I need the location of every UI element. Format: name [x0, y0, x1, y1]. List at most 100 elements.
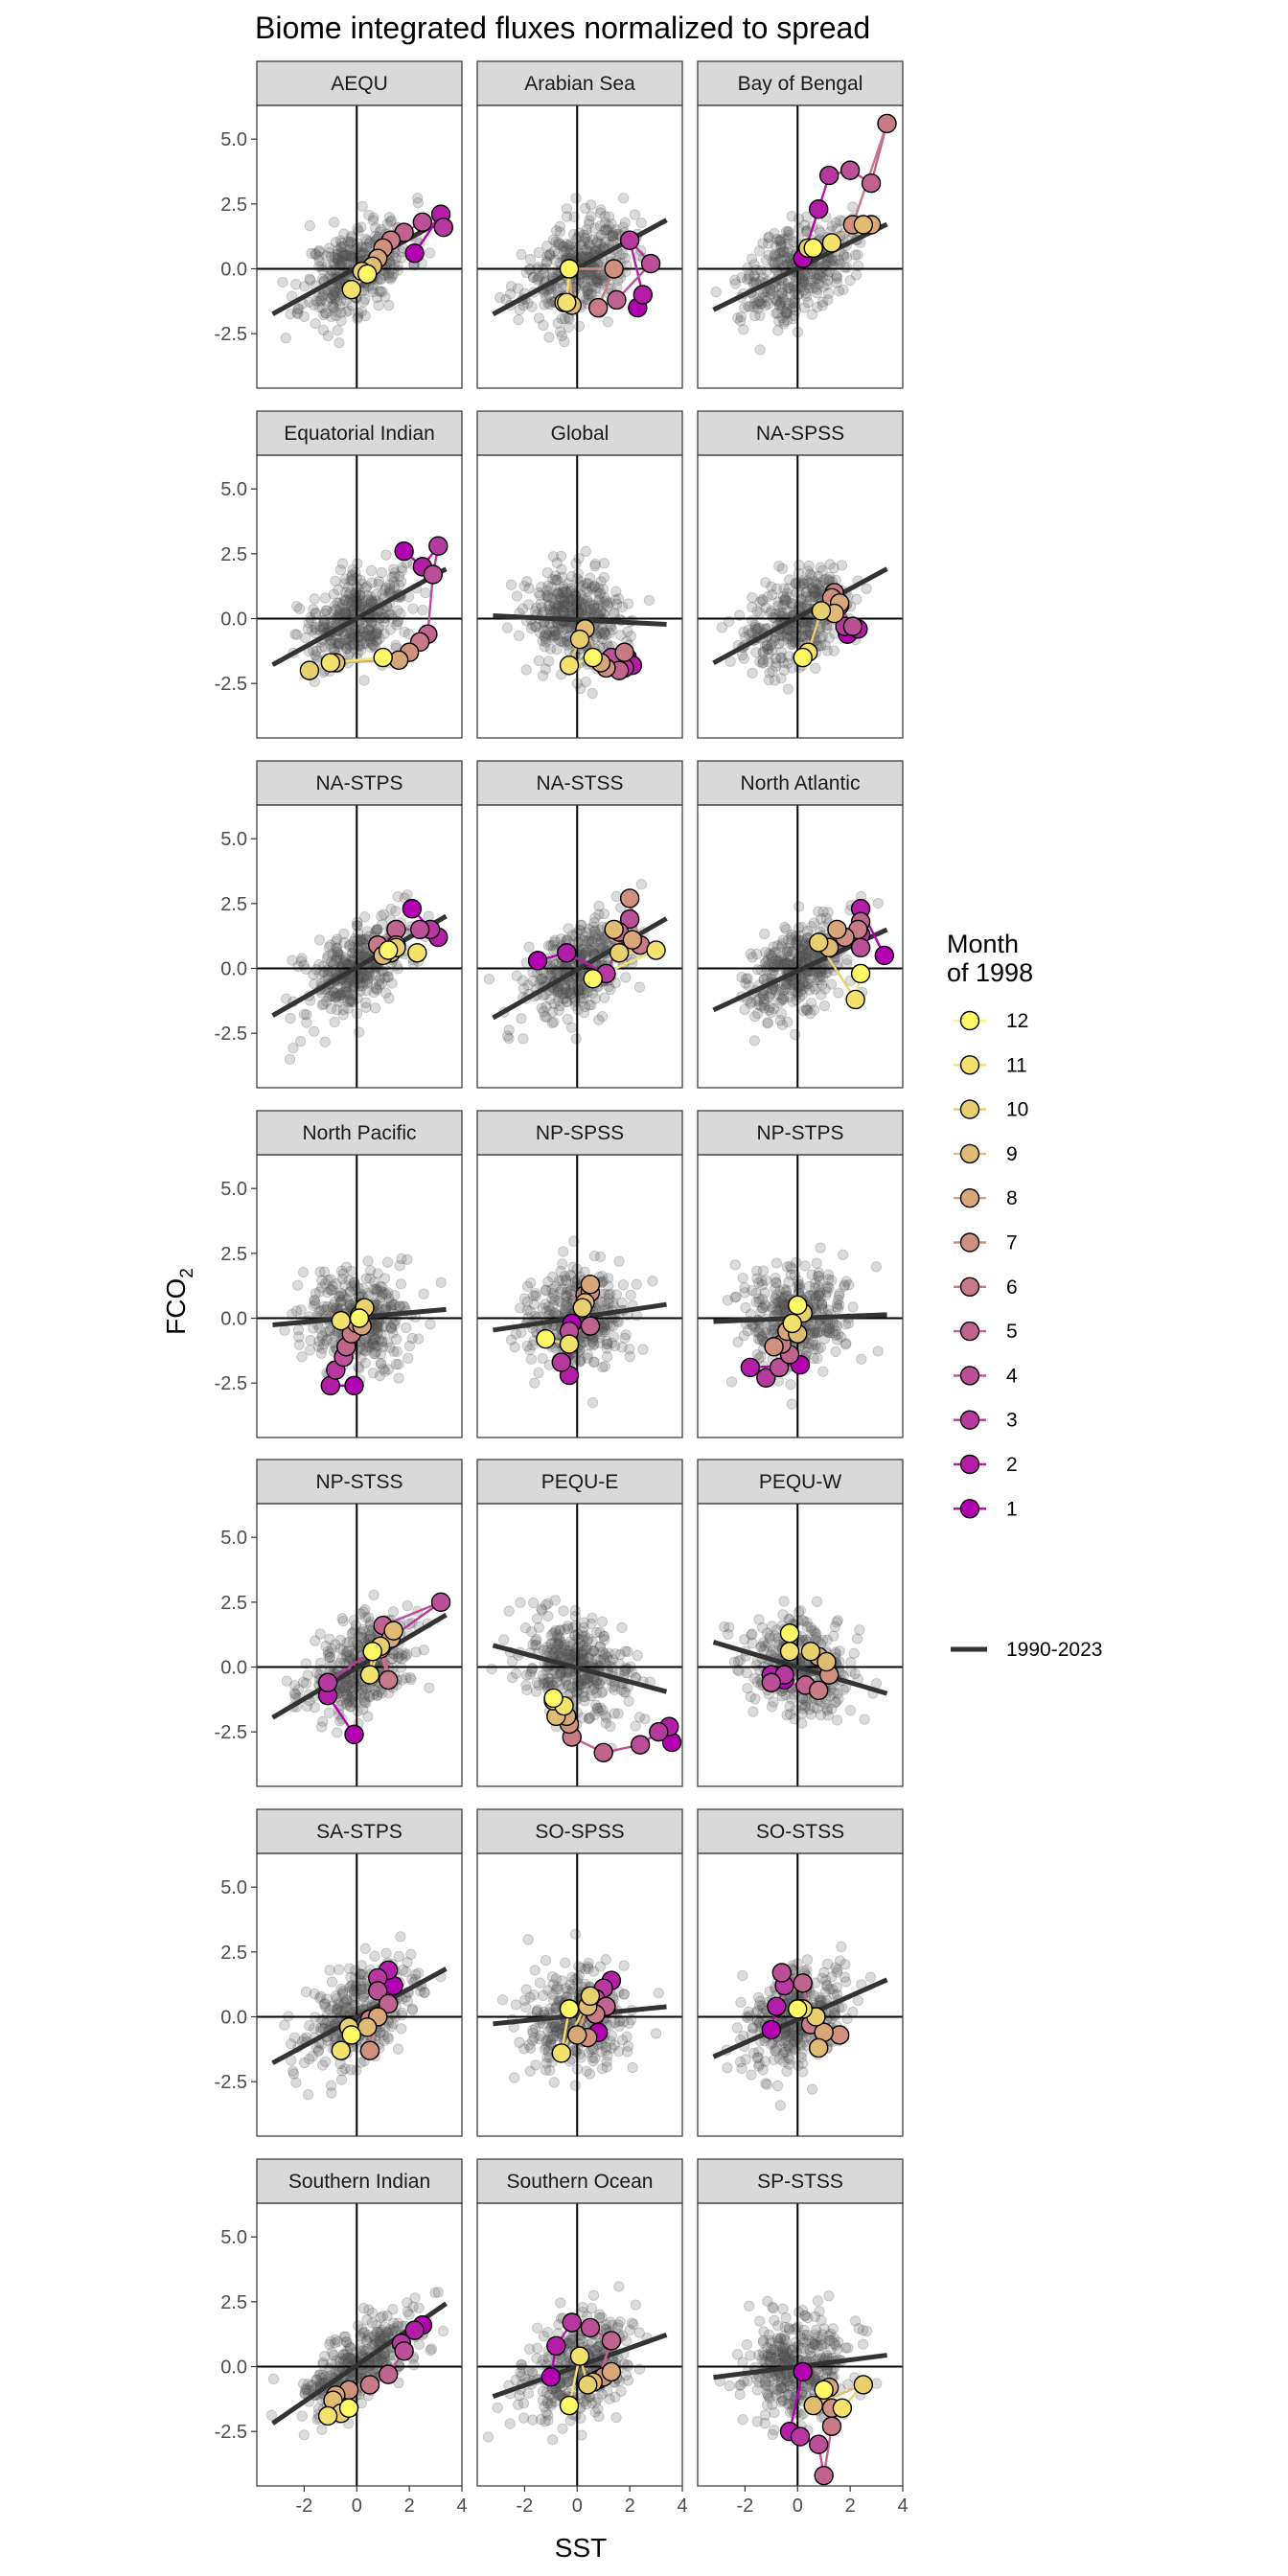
background-point	[310, 652, 323, 663]
background-point	[329, 287, 340, 298]
background-point	[374, 632, 385, 644]
background-point	[325, 990, 336, 1001]
background-point	[586, 274, 597, 286]
background-point	[749, 297, 761, 310]
background-point	[589, 276, 601, 288]
background-point	[775, 236, 787, 247]
background-point	[365, 636, 377, 648]
background-point	[293, 303, 305, 314]
background-point	[722, 1295, 734, 1306]
background-point	[336, 1294, 348, 1306]
background-point	[555, 1265, 566, 1277]
background-point	[784, 991, 795, 1002]
background-point	[330, 992, 341, 1003]
background-point	[385, 215, 398, 226]
background-point	[338, 928, 350, 940]
background-point	[313, 301, 325, 313]
background-point	[810, 1325, 821, 1337]
background-point	[602, 1338, 613, 1350]
month-point	[788, 1295, 808, 1316]
background-point	[764, 948, 775, 959]
background-point	[301, 1017, 312, 1028]
background-point	[317, 614, 329, 626]
background-point	[494, 292, 506, 304]
background-point	[811, 284, 823, 295]
background-point	[807, 283, 818, 294]
background-point	[308, 1300, 319, 1312]
background-point	[757, 990, 769, 1001]
background-point	[778, 631, 790, 642]
background-point	[786, 929, 797, 941]
background-point	[423, 910, 434, 922]
background-point	[816, 1299, 828, 1310]
background-point	[759, 300, 771, 311]
panel-border	[476, 1154, 683, 1438]
background-point	[570, 589, 582, 601]
background-point	[756, 1279, 769, 1291]
background-point	[587, 1340, 599, 1351]
background-point	[586, 935, 597, 947]
background-point	[755, 1351, 767, 1363]
background-point	[768, 941, 779, 953]
background-point	[564, 989, 576, 1000]
background-point	[342, 958, 355, 970]
background-point	[291, 307, 303, 318]
background-point	[542, 589, 554, 601]
background-point	[762, 640, 773, 652]
background-point	[586, 199, 597, 211]
background-point	[751, 949, 763, 960]
background-point	[782, 288, 794, 300]
background-point	[359, 233, 372, 244]
background-point	[364, 1273, 376, 1284]
background-point	[784, 954, 795, 967]
background-point	[366, 577, 378, 588]
background-point	[322, 953, 334, 964]
background-point	[315, 642, 328, 654]
background-point	[754, 344, 766, 356]
month-point	[557, 292, 577, 312]
background-point	[329, 1016, 340, 1028]
background-point	[343, 243, 355, 255]
background-point	[756, 292, 768, 304]
background-point	[746, 997, 757, 1008]
background-point	[739, 1287, 750, 1299]
background-point	[784, 574, 795, 586]
background-point	[786, 959, 797, 971]
background-point	[332, 952, 343, 963]
background-point	[601, 1338, 612, 1350]
background-point	[530, 621, 541, 632]
background-point	[332, 253, 343, 264]
background-point	[610, 229, 622, 241]
background-point	[288, 1042, 299, 1054]
background-point	[383, 579, 395, 590]
background-point	[604, 211, 615, 222]
background-point	[813, 1289, 824, 1300]
background-point	[549, 934, 561, 946]
background-point	[540, 1285, 552, 1297]
background-point	[554, 635, 565, 647]
background-point	[330, 954, 341, 966]
background-point	[775, 673, 787, 684]
background-point	[812, 579, 823, 590]
background-point	[770, 1276, 782, 1288]
background-point	[820, 912, 832, 924]
background-point	[511, 970, 522, 981]
background-point	[795, 270, 807, 282]
month-point	[632, 285, 654, 305]
background-point	[540, 630, 551, 642]
background-point	[360, 970, 373, 981]
facet-label: Arabian Sea	[524, 73, 635, 95]
background-point	[551, 574, 563, 586]
background-point	[586, 946, 598, 957]
y-tick-label: 2.5	[220, 1244, 247, 1265]
background-point	[385, 903, 397, 915]
background-point	[298, 310, 310, 322]
background-point	[388, 570, 401, 583]
background-point	[582, 282, 593, 294]
background-point	[738, 626, 749, 638]
background-point	[773, 1303, 786, 1316]
background-point	[365, 629, 378, 641]
background-point	[296, 953, 308, 964]
panel-border	[476, 104, 683, 389]
background-point	[292, 1324, 304, 1336]
